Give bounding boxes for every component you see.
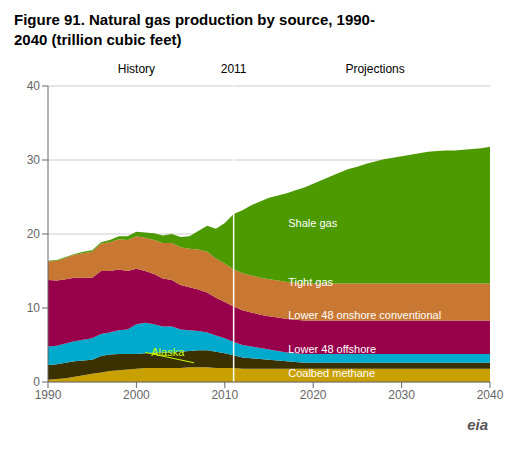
svg-text:10: 10 [27, 301, 41, 315]
svg-text:Lower 48 onshore conventional: Lower 48 onshore conventional [288, 309, 441, 321]
svg-text:2000: 2000 [123, 388, 150, 402]
svg-text:20: 20 [27, 227, 41, 241]
svg-text:2030: 2030 [388, 388, 415, 402]
svg-text:2040: 2040 [477, 388, 504, 402]
svg-text:2011: 2011 [221, 62, 247, 76]
svg-text:0: 0 [33, 375, 40, 389]
svg-text:History: History [118, 62, 155, 76]
svg-text:Alaska: Alaska [151, 346, 185, 358]
svg-text:1990: 1990 [35, 388, 62, 402]
svg-text:30: 30 [27, 153, 41, 167]
svg-text:2010: 2010 [211, 388, 238, 402]
svg-text:Lower 48 offshore: Lower 48 offshore [288, 343, 376, 355]
svg-text:40: 40 [27, 79, 41, 93]
svg-text:Shale gas: Shale gas [288, 217, 337, 229]
html-text:eia: eia [467, 416, 488, 433]
svg-text:Tight gas: Tight gas [288, 276, 333, 288]
svg-text:Projections: Projections [345, 62, 404, 76]
html-text:Figure 91. Natural gas product: Figure 91. Natural gas production by sou… [14, 11, 375, 28]
html-text:2040 (trillion cubic feet): 2040 (trillion cubic feet) [14, 31, 182, 48]
svg-text:2020: 2020 [300, 388, 327, 402]
svg-text:Coalbed methane: Coalbed methane [288, 367, 375, 379]
